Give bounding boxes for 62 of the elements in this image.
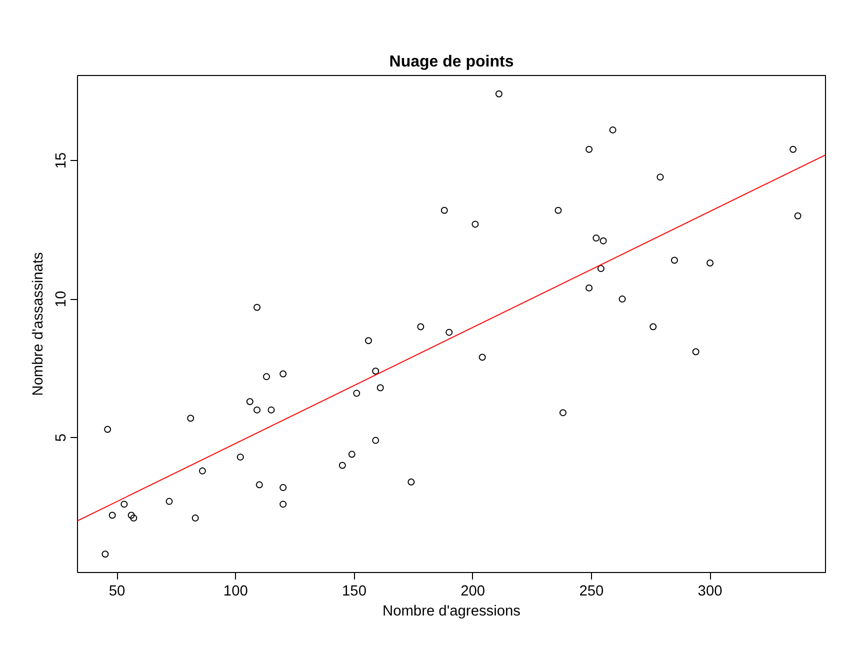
point (790, 146, 797, 153)
chart-title: Nuage de points (389, 54, 514, 70)
point (102, 550, 109, 558)
point (618, 296, 626, 303)
point (254, 406, 261, 414)
point (408, 478, 415, 486)
point (108, 512, 116, 519)
point (376, 384, 384, 392)
point (192, 514, 199, 522)
point (592, 234, 600, 242)
point (692, 348, 700, 356)
point (104, 426, 112, 433)
point (128, 512, 135, 519)
point (609, 126, 616, 134)
y-axis-title: Nombre d'assassinats (30, 252, 46, 396)
point (280, 484, 287, 492)
x-tick-label: 150 (342, 584, 366, 600)
point (478, 354, 486, 361)
point (440, 206, 448, 214)
x-tick-label: 100 (223, 584, 248, 600)
point (280, 370, 287, 378)
point (353, 390, 360, 397)
point (372, 436, 380, 444)
point (417, 323, 424, 330)
point (254, 304, 261, 311)
point (650, 323, 657, 330)
point (586, 284, 593, 292)
point (130, 514, 138, 522)
point (364, 337, 372, 344)
point (268, 406, 275, 414)
point (495, 90, 502, 98)
point (348, 450, 356, 458)
x-tick-label: 250 (579, 584, 604, 600)
point (198, 467, 206, 474)
point (656, 174, 664, 181)
point (256, 481, 263, 488)
x-axis-title: Nombre d'agressions (382, 604, 521, 620)
point (120, 500, 128, 508)
y-tick-label: 10 (54, 290, 70, 308)
point (554, 206, 562, 214)
point (706, 260, 714, 267)
point (586, 146, 593, 153)
point (372, 368, 380, 375)
point (262, 373, 270, 380)
point (246, 398, 254, 406)
x-tick-label: 200 (460, 584, 486, 600)
point (794, 212, 802, 220)
point (166, 498, 173, 505)
point (559, 409, 566, 416)
point (670, 256, 678, 264)
point (187, 414, 194, 422)
point (597, 265, 604, 272)
y-tick-label: 15 (54, 152, 70, 169)
y-tick-label: 5 (54, 434, 70, 442)
point (446, 328, 453, 336)
point (472, 220, 479, 228)
x-tick-label: 300 (698, 584, 722, 600)
x-tick-label: 50 (108, 584, 126, 600)
point (600, 237, 607, 244)
point (236, 454, 244, 461)
point (280, 500, 287, 508)
point (338, 462, 346, 469)
